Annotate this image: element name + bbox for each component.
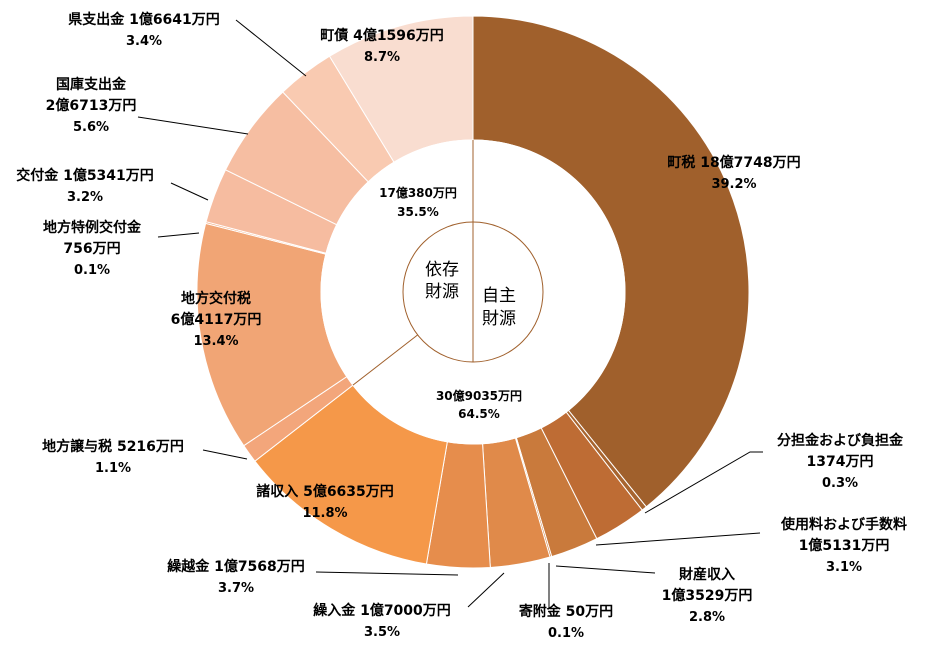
label-shiyoryo-name: 使用料および手数料	[780, 516, 907, 533]
label-tokurei-amount: 756万円	[63, 241, 120, 257]
jishu-pct-label: 64.5%	[458, 407, 500, 421]
label-kifu-pct: 0.1%	[548, 626, 584, 641]
label-buntan-amount: 1374万円	[807, 454, 874, 470]
leader-tokurei	[157, 232, 200, 238]
label-zaisan-name: 財産収入	[678, 566, 735, 583]
label-kurikoshi-pct: 3.7%	[218, 581, 254, 596]
label-kokko-amount: 2億6713万円	[46, 97, 137, 114]
label-chosai-pct: 8.7%	[364, 50, 400, 65]
label-chozei-name: 町税 18億7748万円	[667, 154, 800, 171]
label-kofukin-pct: 3.2%	[67, 190, 103, 205]
leader-kuriire	[467, 572, 505, 608]
label-chosai-name: 町債 4億1596万円	[320, 27, 444, 44]
leader-lines	[137, 19, 763, 608]
label-kokko-pct: 5.6%	[73, 120, 109, 135]
leader-kokko	[137, 116, 249, 135]
outer-ring	[196, 15, 750, 569]
leader-zaisan	[555, 565, 656, 574]
jishu-center-line2: 財源	[482, 309, 516, 329]
label-joyo-pct: 1.1%	[95, 461, 131, 476]
leader-kofukin	[170, 182, 209, 201]
label-tokurei-name: 地方特例交付金	[43, 219, 142, 236]
label-shoshunyu-pct: 11.8%	[302, 506, 347, 521]
label-kifu-name: 寄附金 50万円	[519, 603, 613, 620]
label-zaisan-amount: 1億3529万円	[662, 587, 753, 604]
label-kenshishutsu-name: 県支出金 1億6641万円	[68, 11, 220, 28]
label-kofukin-name: 交付金 1億5341万円	[16, 167, 154, 184]
label-shiyoryo-amount: 1億5131万円	[799, 537, 890, 554]
label-kofuzei-pct: 13.4%	[193, 334, 238, 349]
label-tokurei-pct: 0.1%	[74, 263, 110, 278]
leader-buntan	[644, 451, 763, 514]
label-zaisan-pct: 2.8%	[689, 610, 725, 625]
label-kuriire-name: 繰入金 1億7000万円	[313, 602, 451, 619]
label-chozei-pct: 39.2%	[711, 177, 756, 192]
label-kokko-name: 国庫支出金	[56, 76, 127, 93]
label-shiyoryo-pct: 3.1%	[826, 560, 862, 575]
slice-labels: 町税 18億7748万円 39.2% 分担金および負担金 1374万円 0.3% 使用料お…	[16, 11, 907, 641]
label-kurikoshi-name: 繰越金 1億7568万円	[167, 558, 305, 575]
label-buntan-name: 分担金および負担金	[777, 432, 904, 449]
leader-kenshishutsu	[235, 19, 307, 77]
inner-divider	[352, 334, 418, 386]
label-buntan-pct: 0.3%	[822, 476, 858, 491]
label-kuriire-pct: 3.5%	[364, 625, 400, 640]
jishu-amount-label: 30億9035万円	[436, 388, 522, 403]
leader-joyo	[202, 449, 248, 460]
izon-pct-label: 35.5%	[397, 205, 439, 219]
label-kofuzei-amount: 6億4117万円	[171, 311, 262, 328]
leader-kurikoshi	[315, 571, 459, 576]
izon-center-line2: 財源	[425, 282, 459, 302]
label-shoshunyu-name: 諸収入 5億6635万円	[256, 483, 394, 500]
label-joyo-name: 地方譲与税 5216万円	[42, 438, 184, 455]
jishu-center-line1: 自主	[482, 286, 516, 306]
izon-center-line1: 依存	[425, 260, 459, 280]
label-kofuzei-name: 地方交付税	[181, 290, 251, 307]
leader-shiyoryo	[595, 532, 761, 546]
izon-amount-label: 17億380万円	[379, 185, 457, 200]
label-kenshishutsu-pct: 3.4%	[126, 34, 162, 49]
